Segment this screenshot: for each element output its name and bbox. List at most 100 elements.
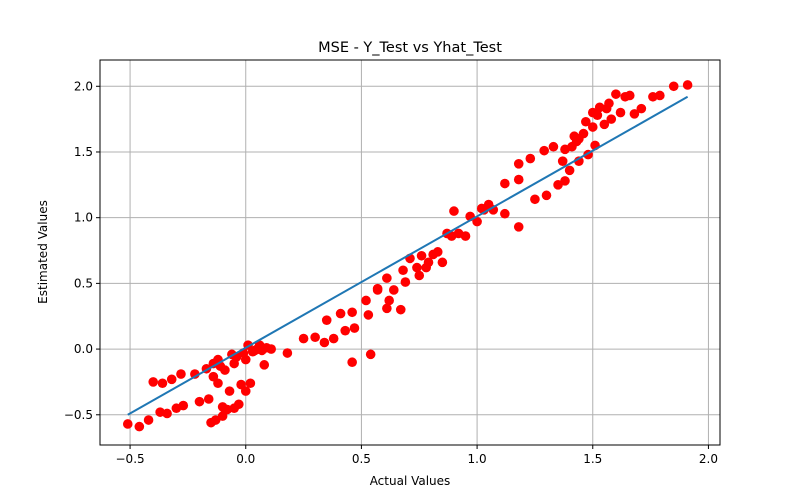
- data-point: [398, 265, 408, 276]
- data-point: [548, 141, 559, 152]
- data-point: [319, 337, 330, 348]
- data-point: [423, 257, 434, 268]
- data-point: [530, 194, 540, 205]
- data-point: [395, 304, 406, 315]
- data-point: [513, 222, 524, 232]
- data-point: [321, 315, 332, 325]
- data-point: [611, 89, 621, 99]
- data-point: [437, 257, 448, 268]
- fit-line-segment: [127, 95, 689, 416]
- data-point: [234, 399, 244, 410]
- data-point: [624, 90, 635, 101]
- data-point: [539, 145, 549, 156]
- data-point: [557, 156, 568, 166]
- y-tick-label: 0.0: [74, 342, 93, 356]
- data-point: [266, 344, 276, 354]
- y-tick-label: 2.0: [74, 79, 93, 93]
- data-point: [412, 262, 422, 273]
- chart-title: MSE - Y_Test vs Yhat_Test: [318, 40, 502, 56]
- fit-line: [127, 95, 689, 416]
- data-point: [335, 308, 346, 319]
- data-point: [636, 103, 647, 114]
- y-tick-label: 1.5: [74, 145, 93, 159]
- data-point: [564, 165, 575, 176]
- data-point: [682, 80, 693, 90]
- data-point: [414, 270, 425, 281]
- data-point: [513, 159, 524, 169]
- data-point: [629, 109, 640, 119]
- x-tick-label: 1.0: [468, 452, 487, 466]
- data-point: [615, 107, 626, 118]
- data-point: [372, 283, 383, 294]
- data-point: [349, 323, 360, 333]
- data-point: [460, 231, 471, 241]
- data-point: [162, 408, 172, 419]
- data-point: [134, 421, 145, 432]
- data-point: [472, 216, 482, 227]
- plot-frame: [99, 59, 721, 446]
- data-point: [400, 277, 411, 287]
- data-point: [176, 369, 186, 379]
- data-point: [578, 128, 589, 139]
- data-point: [166, 374, 177, 385]
- y-tick-label: 1.0: [74, 211, 93, 225]
- data-point: [178, 400, 189, 411]
- x-axis-label: Actual Values: [370, 474, 451, 488]
- data-point: [384, 295, 394, 306]
- data-point: [298, 333, 309, 344]
- data-point: [347, 357, 357, 368]
- y-axis-label: Estimated Values: [36, 200, 50, 304]
- x-tick-label: 1.5: [583, 452, 602, 466]
- data-point: [340, 325, 351, 336]
- data-point: [122, 419, 133, 429]
- x-axis-ticks: −0.5 0.0 0.5 1.0 1.5 2.0: [116, 445, 718, 466]
- data-point: [604, 98, 614, 109]
- x-tick-label: −0.5: [116, 452, 145, 466]
- data-point: [500, 178, 510, 189]
- data-point: [213, 378, 223, 389]
- data-point: [203, 394, 214, 404]
- data-point: [432, 247, 443, 257]
- data-point: [363, 310, 374, 320]
- data-point: [449, 206, 459, 216]
- grid: [100, 60, 720, 445]
- x-tick-label: 0.5: [352, 452, 371, 466]
- data-point: [240, 354, 251, 365]
- y-tick-label: −0.5: [64, 408, 93, 422]
- data-point: [606, 114, 617, 124]
- data-point: [310, 332, 320, 343]
- data-point: [361, 295, 371, 306]
- x-tick-label: 2.0: [699, 452, 718, 466]
- data-point: [525, 153, 536, 164]
- data-point: [382, 303, 392, 314]
- data-point: [143, 415, 154, 425]
- data-point: [382, 273, 392, 283]
- data-point: [541, 190, 552, 201]
- data-point: [500, 208, 510, 219]
- data-point: [282, 348, 293, 358]
- data-point: [224, 386, 235, 396]
- data-point: [560, 176, 570, 186]
- data-point: [592, 110, 603, 120]
- data-point: [587, 122, 598, 132]
- data-point: [668, 81, 679, 92]
- data-point: [365, 349, 376, 360]
- data-point: [389, 285, 399, 295]
- data-point: [513, 174, 524, 185]
- data-point: [240, 386, 251, 396]
- data-point: [245, 378, 256, 389]
- data-point: [347, 307, 357, 318]
- data-point: [194, 396, 205, 407]
- data-point: [655, 90, 665, 101]
- data-point: [157, 378, 168, 389]
- data-point: [581, 116, 591, 127]
- data-point: [599, 119, 610, 130]
- data-point: [220, 365, 230, 375]
- y-axis-ticks: −0.5 0.0 0.5 1.0 1.5 2.0: [64, 79, 100, 422]
- x-tick-label: 0.0: [236, 452, 255, 466]
- data-points: [122, 80, 693, 432]
- y-tick-label: 0.5: [74, 276, 93, 290]
- data-point: [259, 360, 270, 370]
